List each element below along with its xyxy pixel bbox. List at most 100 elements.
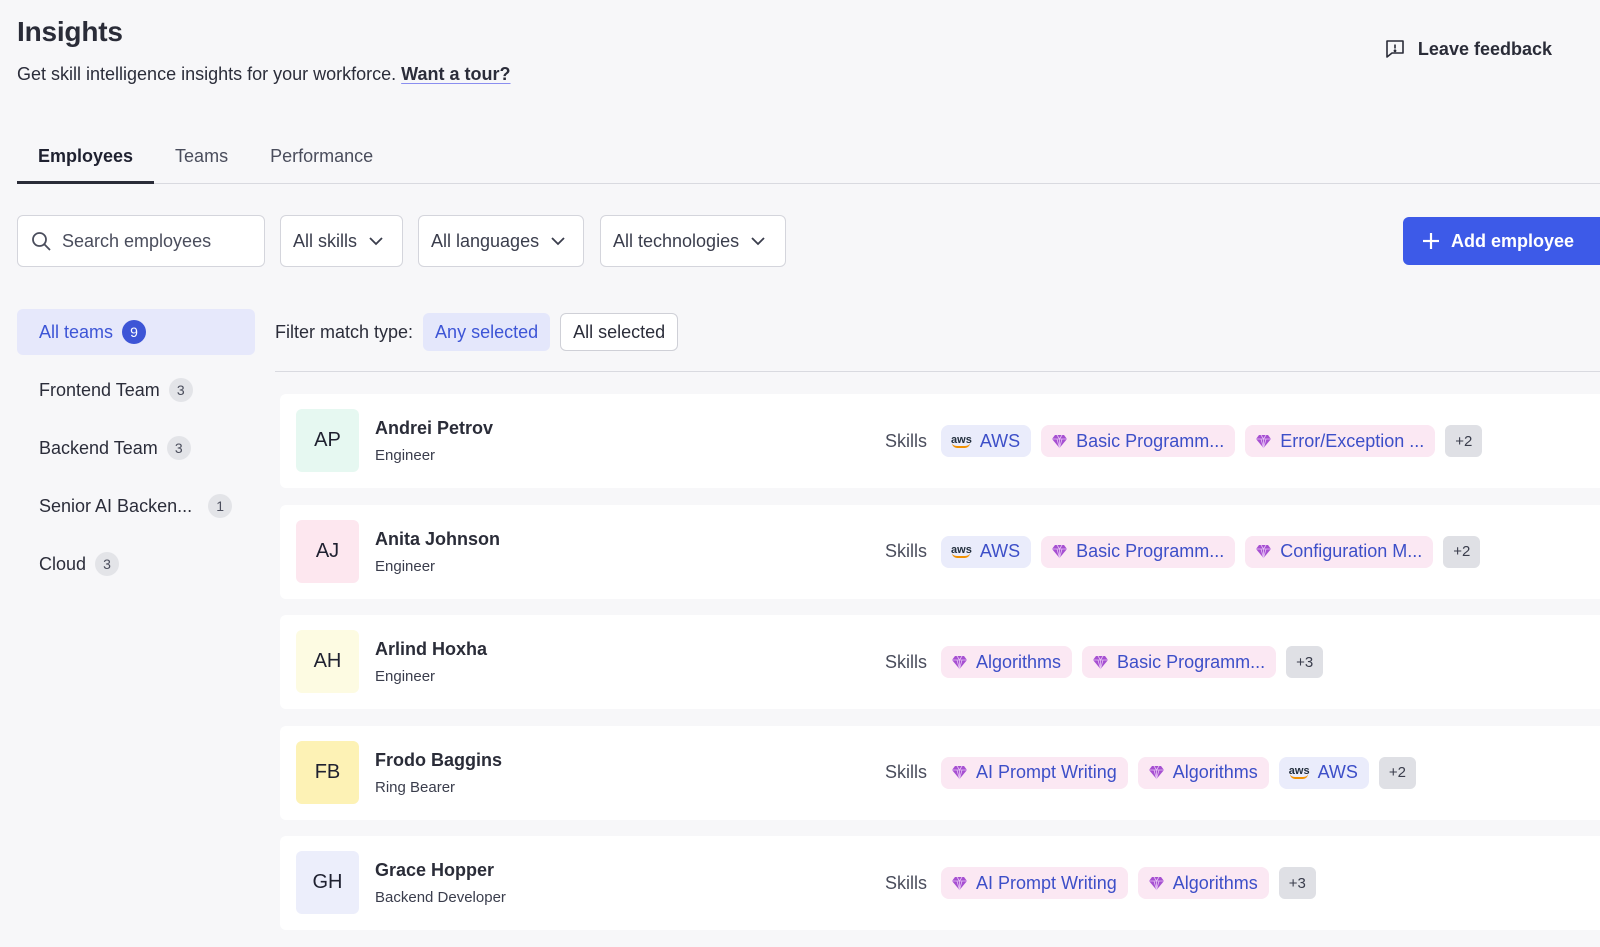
employee-row[interactable]: AH Arlind Hoxha Engineer Skills Algorithms Ba… bbox=[280, 615, 1600, 709]
skill-label: Algorithms bbox=[1172, 872, 1258, 893]
filter-match-type: Filter match type: Any selected All sele… bbox=[275, 313, 679, 351]
gem-icon bbox=[952, 655, 968, 669]
skill-tag[interactable]: AI Prompt Writing bbox=[941, 756, 1128, 789]
toolbar: All skills All languages All technologie… bbox=[17, 215, 1600, 267]
all-selected-chip[interactable]: All selected bbox=[560, 313, 679, 351]
chevron-down-icon bbox=[551, 236, 565, 245]
gem-icon bbox=[1256, 434, 1272, 448]
skill-label: AWS bbox=[1317, 762, 1358, 782]
skill-label: Algorithms bbox=[976, 651, 1062, 672]
skill-label: AWS bbox=[979, 541, 1021, 561]
skills-filter-label: All skills bbox=[293, 230, 358, 251]
aws-icon: aws bbox=[951, 544, 972, 558]
sidebar-item-cloud[interactable]: Cloud 3 bbox=[17, 541, 255, 587]
skill-label: Basic Programm... bbox=[1117, 651, 1266, 672]
team-count-badge: 9 bbox=[122, 320, 147, 344]
aws-icon: aws bbox=[1288, 765, 1310, 779]
skills-list: Skills aws AWS Basic Programm... Configurati… bbox=[885, 535, 1481, 568]
more-skills-badge[interactable]: +2 bbox=[1378, 756, 1417, 789]
skill-tag[interactable]: Algorithms bbox=[941, 646, 1073, 678]
feedback-label: Leave feedback bbox=[1417, 38, 1552, 59]
skill-label: Error/Exception ... bbox=[1280, 430, 1425, 451]
any-selected-chip[interactable]: Any selected bbox=[423, 313, 551, 351]
page-title: Insights bbox=[17, 16, 123, 47]
avatar: AH bbox=[296, 630, 359, 693]
aws-icon: aws bbox=[951, 433, 972, 448]
sidebar-item-frontend-team[interactable]: Frontend Team 3 bbox=[17, 367, 255, 413]
skill-tag[interactable]: Basic Programm... bbox=[1041, 425, 1236, 457]
skill-tag[interactable]: AI Prompt Writing bbox=[941, 867, 1128, 899]
skill-tag[interactable]: Basic Programm... bbox=[1041, 535, 1236, 568]
chevron-down-icon bbox=[369, 236, 383, 245]
employee-name[interactable]: Arlind Hoxha bbox=[375, 639, 488, 659]
skill-tag[interactable]: Algorithms bbox=[1137, 756, 1269, 789]
add-employee-label: Add employee bbox=[1451, 230, 1575, 251]
employee-row[interactable]: FB Frodo Baggins Ring Bearer Skills AI Promp… bbox=[280, 725, 1600, 820]
tab-bar: Employees Teams Performance bbox=[17, 138, 1600, 184]
team-count-badge: 3 bbox=[168, 378, 193, 402]
employee-role: Engineer bbox=[375, 447, 436, 464]
page-subtitle: Get skill intelligence insights for your… bbox=[17, 64, 511, 85]
skill-label: AWS bbox=[979, 430, 1021, 451]
match-type-label: Filter match type: bbox=[275, 321, 414, 342]
employee-name[interactable]: Anita Johnson bbox=[375, 528, 500, 549]
skill-tag[interactable]: Configuration M... bbox=[1245, 535, 1434, 568]
skills-label: Skills bbox=[885, 872, 928, 893]
skills-label: Skills bbox=[885, 541, 928, 561]
skill-tag[interactable]: Algorithms bbox=[1137, 867, 1269, 899]
gem-icon bbox=[1148, 765, 1164, 780]
tab-performance[interactable]: Performance bbox=[270, 146, 374, 166]
more-skills-badge[interactable]: +2 bbox=[1445, 425, 1483, 457]
more-skills-badge[interactable]: +2 bbox=[1443, 535, 1481, 568]
search-input[interactable] bbox=[62, 230, 242, 252]
technologies-filter-dropdown[interactable]: All technologies bbox=[600, 215, 786, 267]
tab-teams[interactable]: Teams bbox=[175, 146, 229, 166]
gem-icon bbox=[1148, 876, 1164, 890]
team-count-badge: 3 bbox=[95, 552, 120, 576]
languages-filter-dropdown[interactable]: All languages bbox=[418, 215, 584, 267]
gem-icon bbox=[1256, 544, 1272, 559]
employee-name[interactable]: Grace Hopper bbox=[375, 860, 495, 880]
feedback-icon bbox=[1386, 40, 1404, 58]
sidebar-item-backend-team[interactable]: Backend Team 3 bbox=[17, 425, 255, 471]
employee-row[interactable]: GH Grace Hopper Backend Developer Skills AI … bbox=[280, 836, 1600, 930]
gem-icon bbox=[952, 876, 968, 890]
gem-icon bbox=[1052, 544, 1068, 559]
sidebar-item-senior-ai-backend[interactable]: Senior AI Backen... 1 bbox=[17, 483, 255, 529]
subtitle-text: Get skill intelligence insights for your… bbox=[17, 64, 397, 84]
employee-row[interactable]: AJ Anita Johnson Engineer Skills aws AWS Basic… bbox=[280, 504, 1600, 599]
sidebar-item-label: Frontend Team bbox=[39, 379, 160, 400]
tab-employees[interactable]: Employees bbox=[17, 138, 155, 184]
employee-name[interactable]: Andrei Petrov bbox=[375, 418, 494, 438]
skill-label: AI Prompt Writing bbox=[976, 872, 1117, 893]
skills-label: Skills bbox=[885, 430, 928, 451]
skill-tag[interactable]: aws AWS bbox=[941, 425, 1032, 457]
employee-role: Backend Developer bbox=[375, 889, 506, 906]
skill-tag[interactable]: aws AWS bbox=[1278, 756, 1369, 789]
sidebar-item-label: All teams bbox=[39, 321, 114, 342]
leave-feedback-button[interactable]: Leave feedback bbox=[1384, 38, 1552, 60]
gem-icon bbox=[952, 765, 968, 780]
skill-label: Configuration M... bbox=[1280, 541, 1423, 561]
skills-label: Skills bbox=[885, 762, 928, 782]
skill-tag[interactable]: Basic Programm... bbox=[1082, 646, 1277, 678]
more-skills-badge[interactable]: +3 bbox=[1278, 867, 1316, 899]
avatar: FB bbox=[296, 740, 359, 804]
skill-tag[interactable]: Error/Exception ... bbox=[1245, 425, 1436, 457]
sidebar-item-label: Cloud bbox=[39, 553, 87, 574]
more-skills-badge[interactable]: +3 bbox=[1286, 646, 1324, 678]
add-employee-button[interactable]: Add employee bbox=[1403, 217, 1600, 265]
skill-label: Basic Programm... bbox=[1076, 430, 1225, 451]
search-icon bbox=[32, 231, 51, 251]
sidebar-item-label: Backend Team bbox=[39, 437, 158, 458]
team-count-badge: 1 bbox=[208, 494, 233, 518]
skill-label: AI Prompt Writing bbox=[976, 762, 1117, 782]
gem-icon bbox=[1052, 434, 1068, 448]
sidebar-item-all-teams[interactable]: All teams 9 bbox=[17, 309, 255, 355]
employee-row[interactable]: AP Andrei Petrov Engineer Skills aws AWS Basic… bbox=[280, 394, 1600, 488]
skill-tag[interactable]: aws AWS bbox=[941, 535, 1032, 568]
employee-name[interactable]: Frodo Baggins bbox=[375, 749, 502, 770]
skills-filter-dropdown[interactable]: All skills bbox=[280, 215, 403, 267]
tour-link[interactable]: Want a tour? bbox=[401, 64, 511, 84]
sidebar-item-label: Senior AI Backen... bbox=[39, 495, 193, 516]
